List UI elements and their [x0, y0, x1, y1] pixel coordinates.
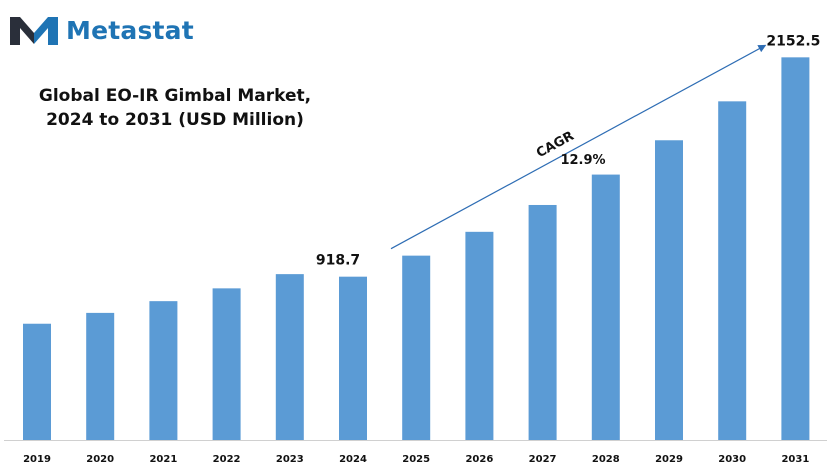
x-tick-2027: 2027: [529, 454, 557, 465]
cagr-value: 12.9%: [560, 153, 605, 168]
chart-title-line2: 2024 to 2031 (USD Million): [46, 110, 304, 130]
bar-2027: [528, 204, 557, 440]
x-tick-2019: 2019: [23, 454, 51, 465]
x-tick-2020: 2020: [86, 454, 114, 465]
x-tick-2031: 2031: [781, 454, 809, 465]
x-tick-2021: 2021: [149, 454, 177, 465]
x-tick-2025: 2025: [402, 454, 430, 465]
bar-2024: [339, 276, 367, 440]
x-tick-2023: 2023: [276, 454, 304, 465]
x-tick-2030: 2030: [718, 454, 746, 465]
x-tick-2022: 2022: [213, 454, 241, 465]
x-tick-2024: 2024: [339, 454, 367, 465]
bar-2025: [402, 255, 431, 440]
bar-2028: [591, 174, 620, 441]
bar-2022: [212, 288, 241, 440]
cagr-arrow: [390, 44, 767, 250]
bar-2029: [655, 140, 683, 440]
bar-2019: [23, 323, 51, 440]
bar-2031: [781, 57, 810, 440]
metastat-m-logo-icon: [10, 17, 58, 45]
bar-2026: [465, 231, 494, 440]
data-label-2024: 918.7: [316, 253, 360, 269]
x-tick-2026: 2026: [465, 454, 493, 465]
bar-2021: [149, 301, 178, 440]
brand-name: Metastat: [66, 15, 194, 45]
x-tick-2028: 2028: [592, 454, 620, 465]
bar-2023: [275, 274, 304, 440]
x-tick-2029: 2029: [655, 454, 683, 465]
bar-2030: [718, 101, 747, 440]
bar-2020: [86, 312, 115, 440]
chart-title: Global EO-IR Gimbal Market, 2024 to 2031…: [30, 84, 320, 132]
logo: Metastat: [8, 10, 194, 50]
chart-title-line1: Global EO-IR Gimbal Market,: [38, 86, 312, 106]
data-label-2031: 2152.5: [766, 33, 820, 49]
